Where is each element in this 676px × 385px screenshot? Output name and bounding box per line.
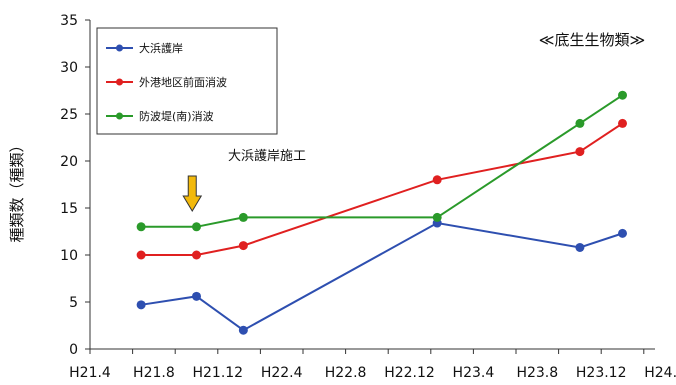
y-tick-label: 30 <box>60 60 78 76</box>
legend-entry: 大浜護岸 <box>139 41 183 55</box>
data-point <box>618 118 627 128</box>
data-point <box>192 222 201 232</box>
series-layer <box>136 90 627 335</box>
data-point <box>618 90 627 100</box>
series-line <box>140 221 623 332</box>
arrow-shape <box>182 175 203 212</box>
chart-category-label: ≪底生生物類≫ <box>539 31 645 49</box>
legend-swatch-marker <box>116 78 123 86</box>
y-axis-label: 種類数（種類） <box>8 137 26 242</box>
legend-swatch-marker <box>116 112 123 120</box>
data-point <box>136 250 146 260</box>
y-tick-label: 15 <box>60 201 78 217</box>
annotation-label: 大浜護岸施工 <box>228 148 306 164</box>
data-point <box>192 250 201 260</box>
x-tick-label: H23.8 <box>516 365 558 381</box>
data-point <box>432 212 442 222</box>
x-tick-label: H23.4 <box>453 365 495 381</box>
legend-entry: 防波堤(南)消波 <box>139 109 214 123</box>
data-point <box>575 118 585 128</box>
data-point <box>136 300 146 310</box>
series-line <box>141 122 624 256</box>
series-line <box>141 94 624 228</box>
x-tick-label: H21.4 <box>69 365 111 381</box>
data-point <box>238 241 248 251</box>
data-point <box>575 147 585 157</box>
data-point <box>618 228 627 238</box>
x-tick-label: H24.4 <box>644 365 676 381</box>
y-tick-label: 5 <box>69 295 78 311</box>
legend-entry: 外港地区前面消波 <box>139 75 227 89</box>
x-tick-label: H21.12 <box>192 365 243 381</box>
y-tick-label: 10 <box>60 248 78 264</box>
x-tick-label: H23.12 <box>576 365 627 381</box>
data-point <box>192 291 201 301</box>
x-tick-label: H22.4 <box>261 365 303 381</box>
data-point <box>136 222 146 232</box>
down-arrow-icon <box>182 175 203 212</box>
y-tick-label: 0 <box>69 342 78 358</box>
data-point <box>238 212 248 222</box>
construction-annotation: 大浜護岸施工 <box>182 148 306 212</box>
axes: 0 5 10 15 20 25 30 35 H21.4 H21.8 H21.12 H22.4 H22.8… <box>60 13 676 381</box>
y-tick-label: 20 <box>60 154 78 170</box>
y-tick-label: 25 <box>60 107 78 123</box>
x-tick-label: H22.8 <box>325 365 367 381</box>
legend-swatch-marker <box>116 44 123 52</box>
x-tick-label: H22.12 <box>384 365 435 381</box>
data-point <box>432 175 442 185</box>
data-point <box>238 325 248 335</box>
data-point <box>575 242 585 252</box>
y-tick-label: 35 <box>60 13 78 29</box>
x-tick-label: H21.8 <box>133 365 175 381</box>
